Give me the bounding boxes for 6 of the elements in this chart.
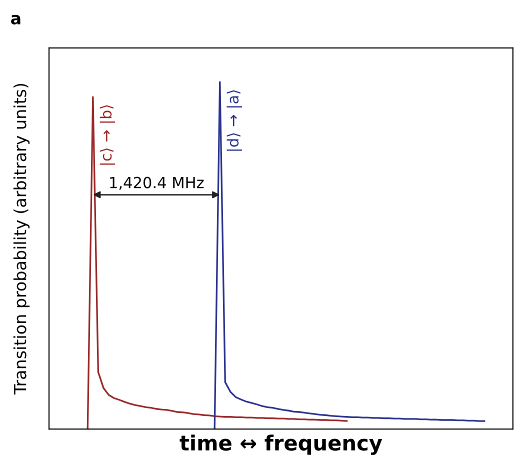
text: a (11, 14, 20, 24)
text: |c⟩ → |b⟩ (100, 105, 116, 165)
x-axis-title: time ↔ frequency (180, 434, 382, 455)
y-axis-title: Transition probability (arbitrary units) (13, 84, 30, 395)
annotation: 1,420.4 MHz (110, 176, 204, 190)
text: |d⟩ → |a⟩ (226, 90, 242, 151)
